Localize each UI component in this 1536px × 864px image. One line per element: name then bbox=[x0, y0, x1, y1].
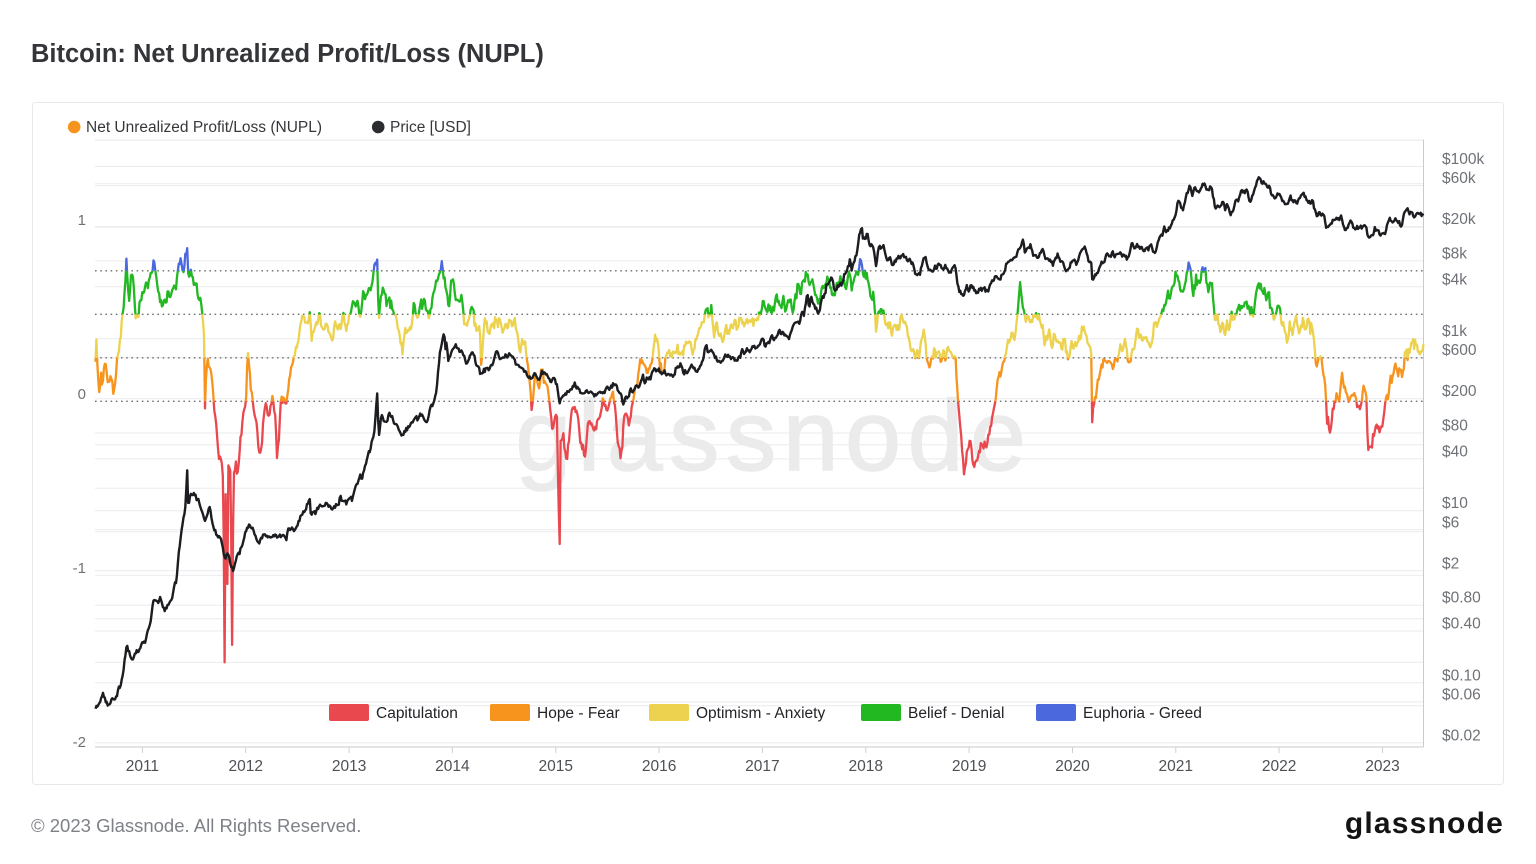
svg-text:Price [USD]: Price [USD] bbox=[390, 119, 471, 136]
svg-text:$0.02: $0.02 bbox=[1442, 727, 1481, 744]
svg-text:Optimism - Anxiety: Optimism - Anxiety bbox=[696, 705, 825, 722]
svg-text:$100k: $100k bbox=[1442, 151, 1484, 168]
svg-text:-2: -2 bbox=[73, 734, 86, 751]
svg-text:$600: $600 bbox=[1442, 342, 1477, 359]
svg-text:$0.06: $0.06 bbox=[1442, 686, 1481, 703]
svg-text:glassnode: glassnode bbox=[1345, 807, 1504, 840]
svg-text:$2: $2 bbox=[1442, 555, 1459, 572]
svg-text:2012: 2012 bbox=[228, 758, 262, 775]
svg-text:2011: 2011 bbox=[126, 758, 159, 775]
svg-text:Euphoria - Greed: Euphoria - Greed bbox=[1083, 705, 1202, 722]
svg-text:Capitulation: Capitulation bbox=[376, 705, 458, 722]
svg-text:-1: -1 bbox=[73, 560, 86, 577]
svg-text:2023: 2023 bbox=[1365, 758, 1399, 775]
svg-text:2014: 2014 bbox=[435, 758, 470, 775]
svg-text:$8k: $8k bbox=[1442, 245, 1467, 262]
svg-text:2017: 2017 bbox=[745, 758, 779, 775]
svg-text:$40: $40 bbox=[1442, 443, 1468, 460]
svg-text:$0.80: $0.80 bbox=[1442, 590, 1481, 607]
svg-text:$0.40: $0.40 bbox=[1442, 616, 1481, 633]
svg-text:2018: 2018 bbox=[849, 758, 883, 775]
svg-text:2019: 2019 bbox=[952, 758, 986, 775]
svg-text:$0.10: $0.10 bbox=[1442, 667, 1481, 684]
svg-text:0: 0 bbox=[78, 386, 86, 403]
svg-text:2015: 2015 bbox=[539, 758, 573, 775]
svg-text:$1k: $1k bbox=[1442, 323, 1467, 340]
svg-text:$60k: $60k bbox=[1442, 170, 1476, 187]
svg-text:Hope - Fear: Hope - Fear bbox=[537, 705, 620, 722]
svg-text:glassnode: glassnode bbox=[515, 380, 1032, 492]
svg-text:$6: $6 bbox=[1442, 514, 1459, 531]
svg-text:Belief - Denial: Belief - Denial bbox=[908, 705, 1005, 722]
svg-text:Bitcoin: Net Unrealized Profit: Bitcoin: Net Unrealized Profit/Loss (NUP… bbox=[31, 40, 544, 68]
svg-text:Net Unrealized Profit/Loss (NU: Net Unrealized Profit/Loss (NUPL) bbox=[86, 119, 322, 136]
svg-text:2020: 2020 bbox=[1055, 758, 1090, 775]
svg-text:$20k: $20k bbox=[1442, 211, 1476, 228]
svg-text:$10: $10 bbox=[1442, 495, 1468, 512]
svg-text:$4k: $4k bbox=[1442, 271, 1467, 288]
svg-text:2016: 2016 bbox=[642, 758, 676, 775]
svg-text:2013: 2013 bbox=[332, 758, 366, 775]
svg-text:2021: 2021 bbox=[1159, 758, 1193, 775]
svg-text:$80: $80 bbox=[1442, 418, 1468, 435]
svg-text:2022: 2022 bbox=[1262, 758, 1296, 775]
svg-text:$200: $200 bbox=[1442, 383, 1477, 400]
svg-text:© 2023 Glassnode. All Rights R: © 2023 Glassnode. All Rights Reserved. bbox=[31, 815, 361, 836]
svg-text:1: 1 bbox=[78, 212, 86, 229]
